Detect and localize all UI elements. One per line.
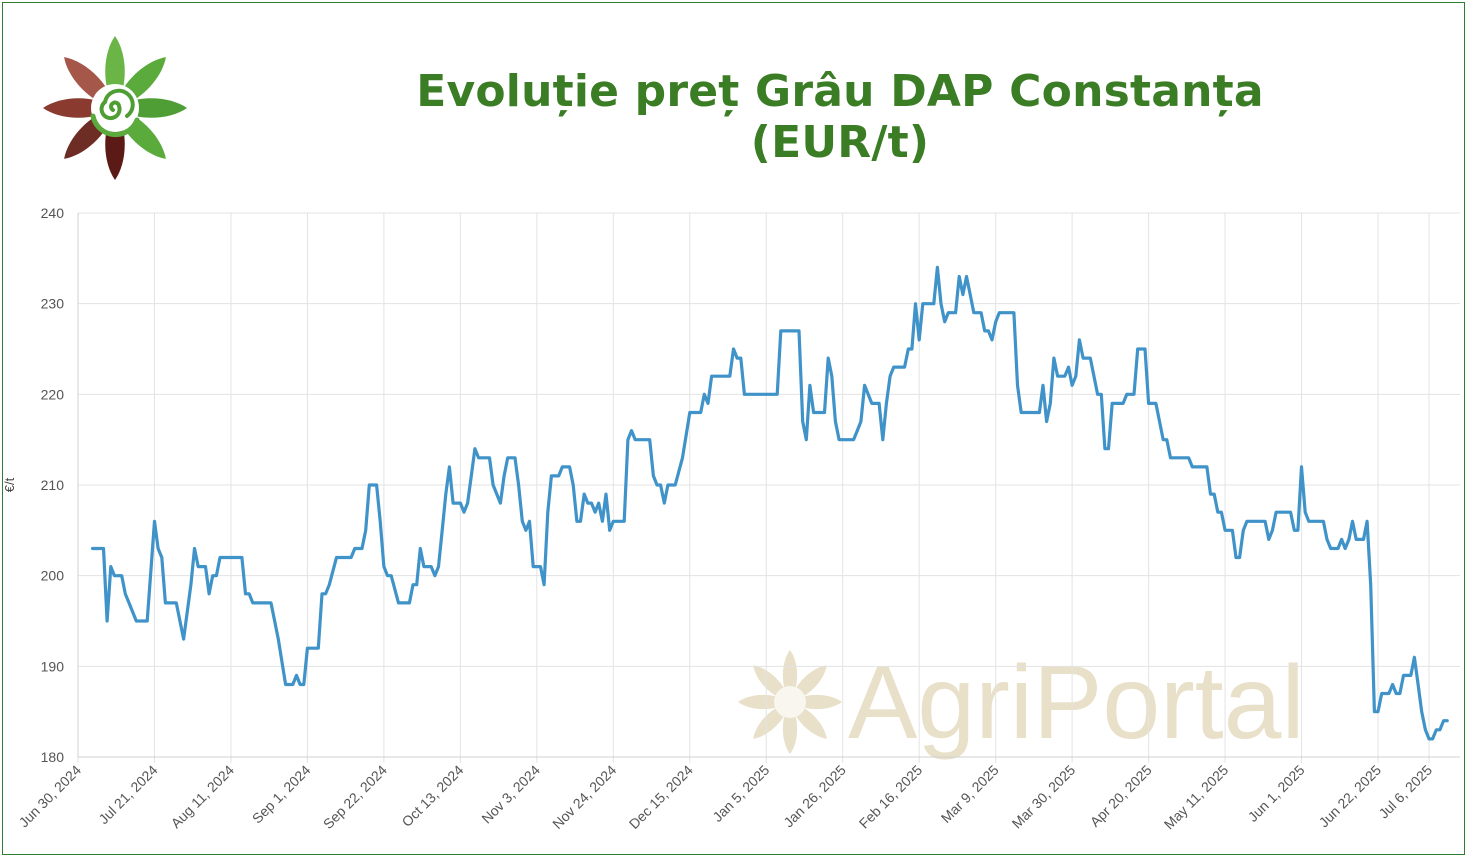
logo-spiral	[99, 88, 135, 121]
y-tick-label: 190	[41, 658, 65, 674]
x-tick-label: Jul 21, 2024	[95, 762, 160, 827]
chart-title: Evoluție preț Grâu DAP Constanța (EUR/t)	[416, 66, 1264, 168]
y-tick-label: 230	[41, 296, 65, 312]
x-tick-label: Jun 22, 2025	[1316, 762, 1385, 831]
x-tick-label: Mar 30, 2025	[1009, 762, 1079, 832]
agriportal-watermark: AgriPortal	[738, 645, 1305, 761]
y-tick-label: 180	[41, 749, 65, 765]
x-tick-label: Jun 30, 2024	[16, 762, 85, 831]
x-tick-label: Jan 26, 2025	[780, 762, 849, 831]
x-tick-label: Jan 5, 2025	[709, 762, 772, 825]
y-axis-ticks: 180 190 200 210 220 230 240	[41, 205, 65, 765]
x-tick-label: Sep 22, 2024	[320, 762, 390, 832]
series-line	[91, 265, 1449, 741]
watermark-center	[774, 686, 806, 718]
series-group	[91, 265, 1449, 741]
x-tick-label: Sep 1, 2024	[249, 762, 314, 827]
chart-grid	[77, 212, 1460, 763]
x-axis-ticks: Jun 30, 2024 Jul 21, 2024 Aug 11, 2024 Sep …	[16, 762, 1436, 833]
x-tick-label: Jul 6, 2025	[1375, 762, 1435, 822]
watermark-text: AgriPortal	[848, 645, 1305, 761]
y-tick-label: 210	[41, 477, 65, 493]
y-tick-label: 240	[41, 205, 65, 221]
x-tick-label: Apr 20, 2025	[1087, 762, 1155, 830]
x-tick-label: Oct 13, 2024	[398, 762, 466, 830]
watermark-flower	[738, 650, 842, 754]
y-tick-label: 200	[41, 568, 65, 584]
y-axis-label: €/t	[2, 477, 17, 492]
x-tick-label: May 11, 2025	[1161, 762, 1232, 833]
agriportal-logo	[43, 36, 187, 180]
x-tick-label: Aug 11, 2024	[168, 762, 238, 832]
x-tick-label: Nov 3, 2024	[478, 762, 543, 827]
x-tick-label: Nov 24, 2024	[549, 762, 619, 832]
x-tick-label: Feb 16, 2025	[856, 762, 926, 832]
y-tick-label: 220	[41, 386, 65, 402]
x-tick-label: Dec 15, 2024	[626, 762, 696, 832]
x-tick-label: Mar 9, 2025	[938, 762, 1002, 826]
x-tick-label: Jun 1, 2025	[1245, 762, 1308, 825]
